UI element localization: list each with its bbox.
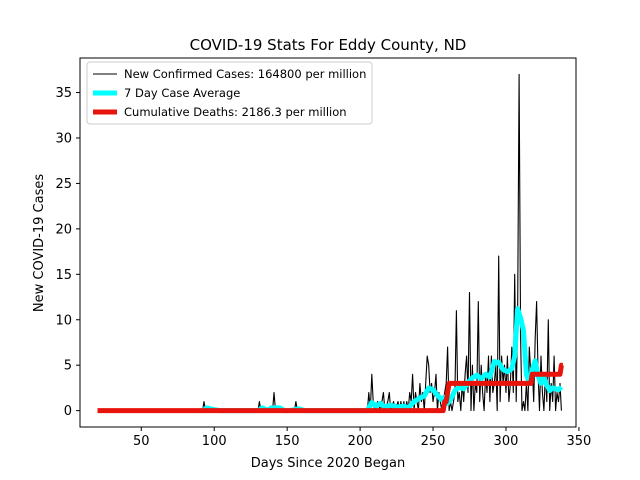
- y-tick-label: 5: [64, 359, 72, 374]
- y-tick-label: 0: [64, 404, 72, 419]
- plot-frame: [79, 57, 577, 428]
- chart-title: COVID-19 Stats For Eddy County, ND: [190, 36, 467, 54]
- x-tick-label: 250: [421, 434, 446, 449]
- y-tick-label: 10: [55, 313, 72, 328]
- legend-label-cumulative-deaths: Cumulative Deaths: 2186.3 per million: [124, 105, 347, 119]
- x-tick-label: 100: [202, 434, 227, 449]
- legend: New Confirmed Cases: 164800 per million …: [86, 61, 373, 125]
- legend-label-7-day-average: 7 Day Case Average: [124, 86, 240, 100]
- x-axis-label: Days Since 2020 Began: [251, 456, 406, 471]
- y-tick-label: 30: [55, 131, 72, 146]
- y-tick-label: 20: [55, 222, 72, 237]
- plot-area: [97, 73, 564, 414]
- y-tick-label: 35: [55, 86, 72, 101]
- x-tick-label: 300: [494, 434, 519, 449]
- series-cumulative-deaths-line: [97, 362, 564, 414]
- x-tick-label: 150: [275, 434, 300, 449]
- axes: 50 100 150 200 250 300 350 0 5 10 15 20 25 30 35: [55, 57, 592, 449]
- y-axis-label: New COVID-19 Cases: [32, 174, 47, 312]
- x-tick-label: 50: [133, 434, 150, 449]
- y-tick-label: 25: [55, 177, 72, 192]
- legend-frame: [86, 61, 373, 125]
- legend-label-new-cases: New Confirmed Cases: 164800 per million: [124, 67, 366, 81]
- x-tick-label: 350: [567, 434, 592, 449]
- y-tick-label: 15: [55, 268, 72, 283]
- x-tick-label: 200: [348, 434, 373, 449]
